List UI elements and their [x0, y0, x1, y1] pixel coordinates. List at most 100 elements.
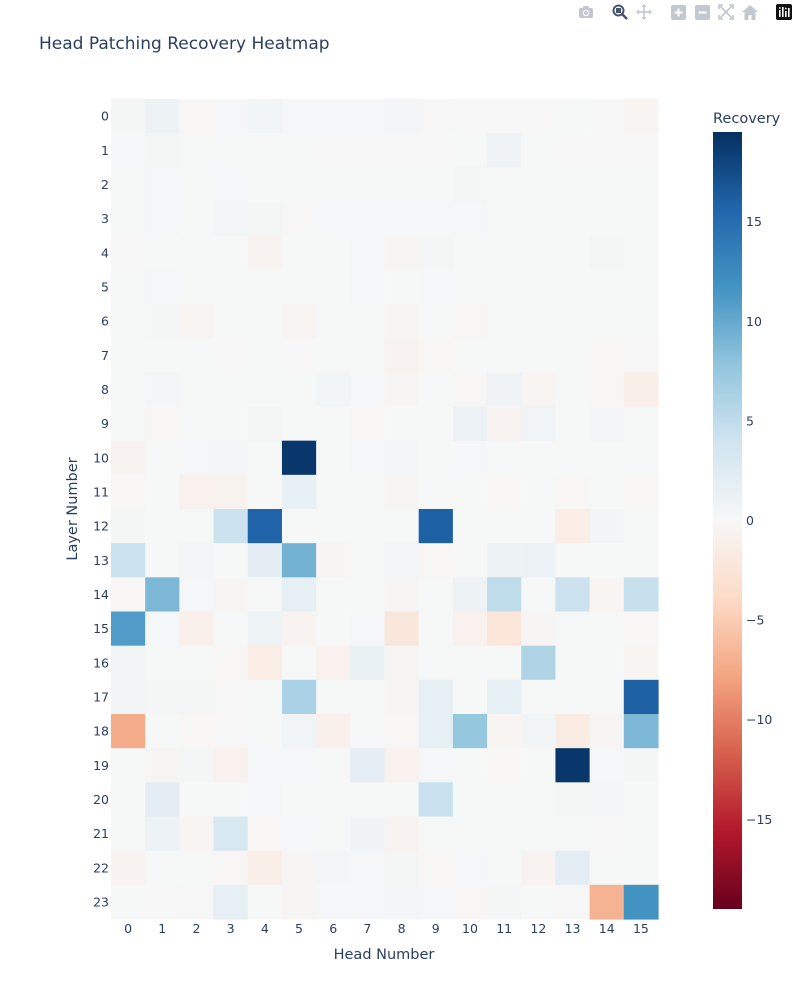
heatmap-cell[interactable]	[452, 577, 488, 613]
heatmap-cell[interactable]	[487, 782, 522, 818]
heatmap-cell[interactable]	[247, 167, 283, 203]
heatmap-cell[interactable]	[384, 167, 420, 203]
heatmap-cell[interactable]	[350, 304, 386, 339]
heatmap-cell[interactable]	[555, 645, 591, 681]
heatmap-cell[interactable]	[281, 99, 317, 134]
heatmap-cell[interactable]	[452, 679, 488, 715]
heatmap-cell[interactable]	[623, 577, 659, 613]
heatmap-cell[interactable]	[213, 338, 249, 373]
heatmap-cell[interactable]	[316, 645, 351, 681]
heatmap-cell[interactable]	[623, 645, 659, 681]
heatmap-cell[interactable]	[145, 167, 180, 203]
heatmap-cell[interactable]	[555, 372, 591, 408]
heatmap-cell[interactable]	[247, 509, 283, 544]
heatmap-cell[interactable]	[213, 167, 249, 203]
heatmap-cell[interactable]	[623, 338, 659, 373]
heatmap-cell[interactable]	[247, 338, 283, 373]
heatmap-cell[interactable]	[111, 816, 146, 852]
heatmap-cell[interactable]	[589, 235, 625, 271]
heatmap-cell[interactable]	[247, 235, 283, 271]
heatmap-cell[interactable]	[179, 474, 215, 510]
heatmap-cell[interactable]	[111, 133, 146, 168]
heatmap-cell[interactable]	[179, 748, 215, 783]
heatmap-cell[interactable]	[555, 474, 591, 510]
heatmap-cell[interactable]	[316, 269, 351, 305]
heatmap-cell[interactable]	[179, 645, 215, 681]
heatmap-cell[interactable]	[452, 406, 488, 442]
heatmap-cell[interactable]	[281, 714, 317, 749]
heatmap-cell[interactable]	[521, 167, 557, 203]
heatmap-cell[interactable]	[247, 884, 283, 920]
heatmap-cell[interactable]	[111, 884, 146, 920]
heatmap-cell[interactable]	[589, 714, 625, 749]
heatmap-cell[interactable]	[521, 816, 557, 852]
heatmap-cell[interactable]	[179, 406, 215, 442]
heatmap-cell[interactable]	[350, 201, 386, 237]
heatmap-cell[interactable]	[521, 99, 557, 134]
heatmap-cell[interactable]	[316, 748, 351, 783]
heatmap-cell[interactable]	[521, 782, 557, 818]
heatmap-cell[interactable]	[145, 611, 180, 647]
heatmap-cell[interactable]	[589, 133, 625, 168]
heatmap-cell[interactable]	[418, 235, 454, 271]
heatmap-cell[interactable]	[213, 645, 249, 681]
heatmap-cell[interactable]	[555, 304, 591, 339]
heatmap-cell[interactable]	[247, 133, 283, 168]
heatmap-cell[interactable]	[350, 474, 386, 510]
heatmap-cell[interactable]	[281, 235, 317, 271]
heatmap-cell[interactable]	[281, 372, 317, 408]
heatmap-cell[interactable]	[555, 338, 591, 373]
heatmap-cell[interactable]	[487, 406, 522, 442]
heatmap-cell[interactable]	[384, 748, 420, 783]
heatmap-cell[interactable]	[213, 543, 249, 578]
heatmap-cell[interactable]	[487, 645, 522, 681]
heatmap-cell[interactable]	[589, 577, 625, 613]
heatmap-cell[interactable]	[555, 679, 591, 715]
camera-icon[interactable]	[576, 2, 596, 22]
heatmap-cell[interactable]	[111, 269, 146, 305]
heatmap-cell[interactable]	[111, 577, 146, 613]
heatmap-cell[interactable]	[350, 816, 386, 852]
heatmap-cell[interactable]	[281, 167, 317, 203]
heatmap-cell[interactable]	[316, 509, 351, 544]
heatmap-cell[interactable]	[247, 201, 283, 237]
heatmap-cell[interactable]	[145, 201, 180, 237]
heatmap-cell[interactable]	[247, 474, 283, 510]
heatmap-cell[interactable]	[281, 406, 317, 442]
heatmap-cell[interactable]	[521, 440, 557, 476]
heatmap-cell[interactable]	[179, 543, 215, 578]
heatmap-cell[interactable]	[487, 543, 522, 578]
heatmap-cell[interactable]	[213, 133, 249, 168]
heatmap-cell[interactable]	[384, 645, 420, 681]
heatmap-cell[interactable]	[145, 509, 180, 544]
heatmap-cell[interactable]	[247, 679, 283, 715]
heatmap-cell[interactable]	[521, 679, 557, 715]
heatmap-cell[interactable]	[247, 372, 283, 408]
heatmap-cell[interactable]	[589, 201, 625, 237]
heatmap-cell[interactable]	[418, 714, 454, 749]
heatmap-cell[interactable]	[179, 133, 215, 168]
zoom-in-icon[interactable]	[668, 2, 688, 22]
heatmap-cell[interactable]	[452, 611, 488, 647]
heatmap-cell[interactable]	[316, 611, 351, 647]
heatmap-cell[interactable]	[418, 201, 454, 237]
heatmap-cell[interactable]	[521, 235, 557, 271]
heatmap-cell[interactable]	[487, 269, 522, 305]
heatmap-cell[interactable]	[281, 679, 317, 715]
heatmap-cell[interactable]	[555, 269, 591, 305]
heatmap-cell[interactable]	[350, 440, 386, 476]
heatmap-cell[interactable]	[247, 304, 283, 339]
heatmap-cell[interactable]	[521, 714, 557, 749]
heatmap-cell[interactable]	[145, 338, 180, 373]
heatmap-cell[interactable]	[487, 679, 522, 715]
heatmap-cell[interactable]	[179, 509, 215, 544]
heatmap-cell[interactable]	[623, 816, 659, 852]
heatmap-cell[interactable]	[145, 884, 180, 920]
heatmap-cell[interactable]	[384, 611, 420, 647]
heatmap-cell[interactable]	[179, 338, 215, 373]
heatmap-cell[interactable]	[247, 406, 283, 442]
heatmap-cell[interactable]	[623, 269, 659, 305]
heatmap-cell[interactable]	[316, 850, 351, 886]
heatmap-cell[interactable]	[247, 782, 283, 818]
heatmap-cell[interactable]	[521, 611, 557, 647]
